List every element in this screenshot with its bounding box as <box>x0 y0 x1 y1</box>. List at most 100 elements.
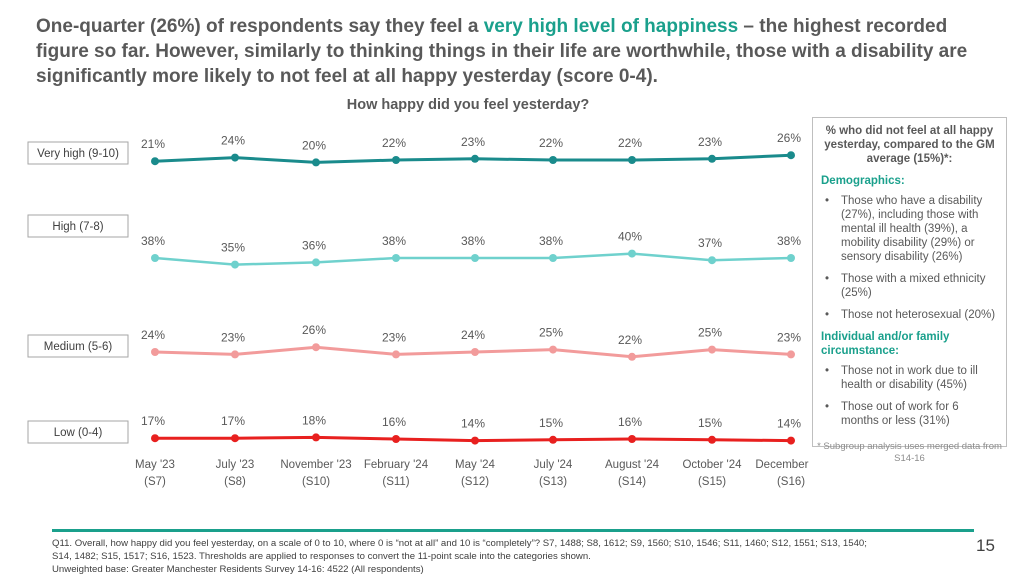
x-tick-label: July '24 <box>534 459 573 471</box>
x-tick-label: November '23 <box>280 459 351 471</box>
list-item: Those out of work for 6 months or less (… <box>821 400 998 428</box>
subgroup-heading: % who did not feel at all happy yesterda… <box>824 125 995 165</box>
data-label: 17% <box>221 414 245 428</box>
title-highlight: very high level of happiness <box>483 16 739 37</box>
data-point <box>708 256 716 265</box>
data-label: 16% <box>618 415 642 429</box>
footer-line: S14, 1482; S15, 1517; S16, 1523. Thresho… <box>52 551 591 562</box>
data-point <box>312 158 320 167</box>
data-point <box>151 434 159 443</box>
data-point <box>231 153 239 162</box>
x-tick-label: February '24 <box>364 459 429 471</box>
demographics-list: Those who have a disability (27%), inclu… <box>821 194 998 322</box>
data-point <box>708 154 716 163</box>
data-point <box>549 254 557 262</box>
data-label: 38% <box>777 234 801 248</box>
footer-line: Unweighted base: Greater Manchester Resi… <box>52 564 424 575</box>
data-label: 23% <box>382 330 406 344</box>
data-point <box>231 434 239 443</box>
data-point <box>628 435 636 443</box>
x-tick-sublabel: (S14) <box>618 476 646 488</box>
data-label: 26% <box>777 131 801 145</box>
category-box <box>27 141 129 165</box>
data-label: 23% <box>461 135 485 149</box>
data-label: 23% <box>221 330 245 344</box>
chart-title: How happy did you feel yesterday? <box>346 97 590 113</box>
data-point <box>312 258 320 267</box>
x-tick-label: May '24 <box>455 459 496 471</box>
circumstance-label: Individual and/or family circumstance: <box>821 331 950 357</box>
page-number: 15 <box>976 536 995 555</box>
category-label: Medium (5-6) <box>44 341 113 353</box>
data-label: 18% <box>302 413 326 427</box>
data-label: 35% <box>221 241 245 255</box>
data-point <box>708 345 716 354</box>
x-tick-label: August '24 <box>605 459 660 471</box>
data-label: 14% <box>461 417 485 431</box>
data-point <box>392 350 400 359</box>
x-tick-sublabel: (S12) <box>461 476 489 488</box>
x-tick-sublabel: (S15) <box>698 476 726 488</box>
happiness-line-chart: 21% 24% 20% 22% 23% 22% 22% 23% 26% Very high (9-… <box>27 131 812 488</box>
data-point <box>549 156 557 164</box>
data-point <box>471 436 479 445</box>
data-point <box>549 345 557 354</box>
data-label: 26% <box>302 323 326 337</box>
list-item: Those not in work due to ill health or d… <box>821 364 998 392</box>
data-label: 15% <box>539 416 563 430</box>
data-label: 38% <box>382 234 406 248</box>
x-tick-sublabel: (S8) <box>224 476 246 488</box>
data-point <box>392 254 400 262</box>
circumstance-list: Those not in work due to ill health or d… <box>821 364 998 428</box>
list-item: Those with a mixed ethnicity (25%) <box>821 272 998 300</box>
x-tick-sublabel: (S16) <box>777 476 805 488</box>
x-tick-label: May '23 <box>135 459 175 471</box>
category-label: Low (0-4) <box>54 427 103 439</box>
data-label: 38% <box>461 234 485 248</box>
data-label: 22% <box>618 333 642 347</box>
data-point <box>151 254 159 262</box>
data-point <box>787 350 795 359</box>
category-label: Very high (9-10) <box>37 148 119 160</box>
data-label: 38% <box>539 234 563 248</box>
data-point <box>549 435 557 444</box>
data-point <box>231 260 239 269</box>
data-point <box>392 156 400 164</box>
x-tick-label: December '24 <box>755 459 812 471</box>
x-tick-sublabel: (S13) <box>539 476 567 488</box>
x-tick-label: July '23 <box>216 459 255 471</box>
footer-line: Q11. Overall, how happy did you feel yes… <box>52 538 867 549</box>
data-point <box>471 348 479 356</box>
data-point <box>787 254 795 262</box>
slide-title: One-quarter (26%) of respondents say the… <box>36 14 986 89</box>
data-point <box>628 352 636 361</box>
category-box <box>27 214 129 238</box>
data-label: 23% <box>777 330 801 344</box>
data-label: 36% <box>302 238 326 252</box>
title-part2: – the highest recorded figure so far. Ho… <box>36 16 968 87</box>
data-point <box>787 436 795 445</box>
data-label: 24% <box>221 134 245 148</box>
data-label: 20% <box>302 138 326 152</box>
list-item: Those who have a disability (27%), inclu… <box>821 194 998 264</box>
data-label: 37% <box>698 236 722 250</box>
category-box <box>27 334 129 358</box>
data-label: 24% <box>141 328 165 342</box>
data-label: 22% <box>539 136 563 150</box>
data-point <box>312 343 320 352</box>
data-label: 23% <box>698 135 722 149</box>
data-label: 22% <box>382 136 406 150</box>
data-point <box>628 249 636 258</box>
data-label: 21% <box>141 137 165 151</box>
data-point <box>231 350 239 359</box>
footer-notes: Q11. Overall, how happy did you feel yes… <box>52 537 962 576</box>
data-point <box>392 435 400 443</box>
data-point <box>787 151 795 160</box>
x-tick-sublabel: (S11) <box>382 476 409 488</box>
category-label: High (7-8) <box>52 221 103 233</box>
data-label: 16% <box>382 415 406 429</box>
x-tick-label: October '24 <box>682 459 742 471</box>
data-label: 14% <box>777 417 801 431</box>
data-label: 15% <box>698 416 722 430</box>
x-tick-sublabel: (S10) <box>302 476 330 488</box>
